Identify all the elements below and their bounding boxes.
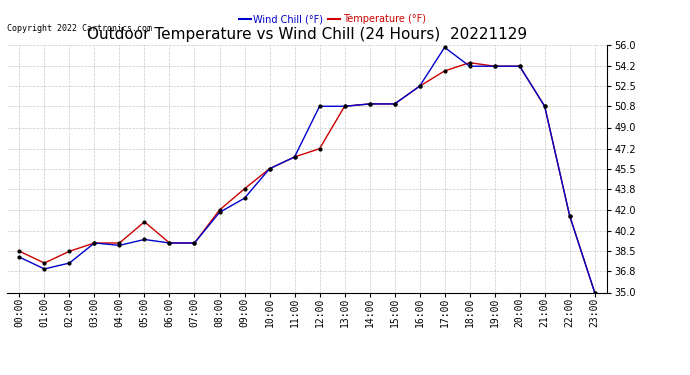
Legend: Wind Chill (°F), Temperature (°F): Wind Chill (°F), Temperature (°F) — [235, 10, 430, 28]
Title: Outdoor Temperature vs Wind Chill (24 Hours)  20221129: Outdoor Temperature vs Wind Chill (24 Ho… — [87, 27, 527, 42]
Text: Copyright 2022 Cartronics.com: Copyright 2022 Cartronics.com — [7, 24, 152, 33]
